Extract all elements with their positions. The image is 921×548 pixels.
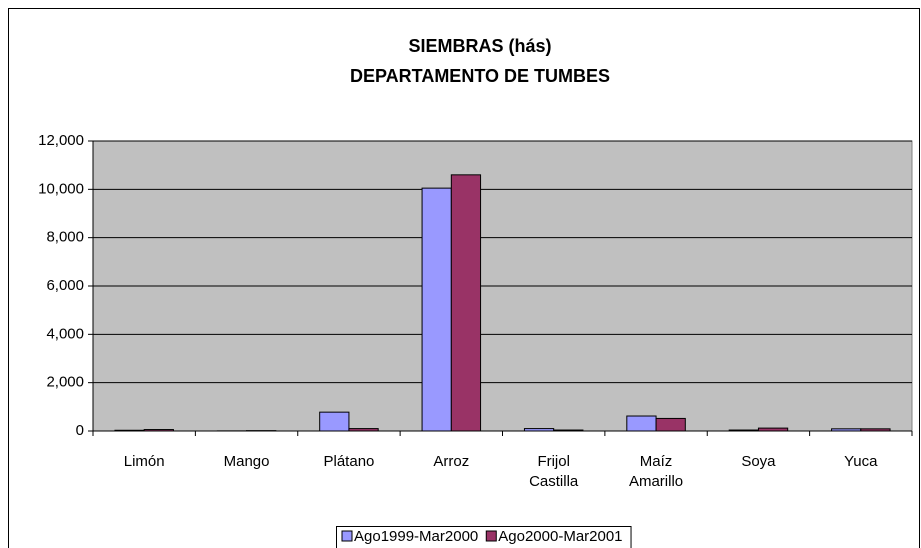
legend-swatch: [485, 530, 497, 542]
chart-title: SIEMBRAS (hás): [408, 36, 551, 56]
legend-label: Ago1999-Mar2000: [354, 528, 478, 545]
y-tick-label: 4,000: [46, 325, 84, 342]
x-tick-label-line: Yuca: [844, 453, 878, 470]
legend-label: Ago2000-Mar2001: [498, 528, 622, 545]
x-tick-label: Mango: [224, 453, 270, 470]
x-tick-label: Soya: [741, 453, 776, 470]
y-tick-label: 12,000: [38, 132, 84, 149]
x-tick-label-line: Mango: [224, 453, 270, 470]
bar: [626, 415, 657, 432]
x-tick-label: Yuca: [844, 453, 878, 470]
x-tick-label-line: Arroz: [433, 453, 469, 470]
x-tick-label: Arroz: [433, 453, 469, 470]
x-tick-label: Maíz Amarillo: [629, 453, 683, 490]
x-tick-label-line: Limón: [124, 453, 165, 470]
y-tick-label: 8,000: [46, 229, 84, 246]
x-tick-label-line: Frijol: [537, 453, 570, 470]
x-tick-label: Plátano: [324, 453, 375, 470]
y-tick-label: 2,000: [46, 374, 84, 391]
x-tick-label-line: Plátano: [324, 453, 375, 470]
x-tick-label-line: Soya: [741, 453, 776, 470]
legend-swatch: [341, 530, 353, 542]
y-tick-label: 6,000: [46, 277, 84, 294]
chart-subtitle: DEPARTAMENTO DE TUMBES: [350, 66, 610, 86]
bar: [319, 411, 350, 432]
x-tick-label-line: Maíz: [640, 453, 673, 470]
x-tick-label-line: Amarillo: [629, 473, 683, 490]
bar: [421, 187, 452, 432]
y-tick-label: 0: [76, 422, 84, 439]
x-tick-label: Limón: [124, 453, 165, 470]
x-tick-label: Frijol Castilla: [529, 453, 579, 490]
bar: [655, 417, 686, 432]
x-tick-label-line: Castilla: [529, 473, 579, 490]
bar: [450, 174, 482, 432]
legend-box: [336, 526, 632, 548]
y-tick-label: 10,000: [38, 180, 84, 197]
